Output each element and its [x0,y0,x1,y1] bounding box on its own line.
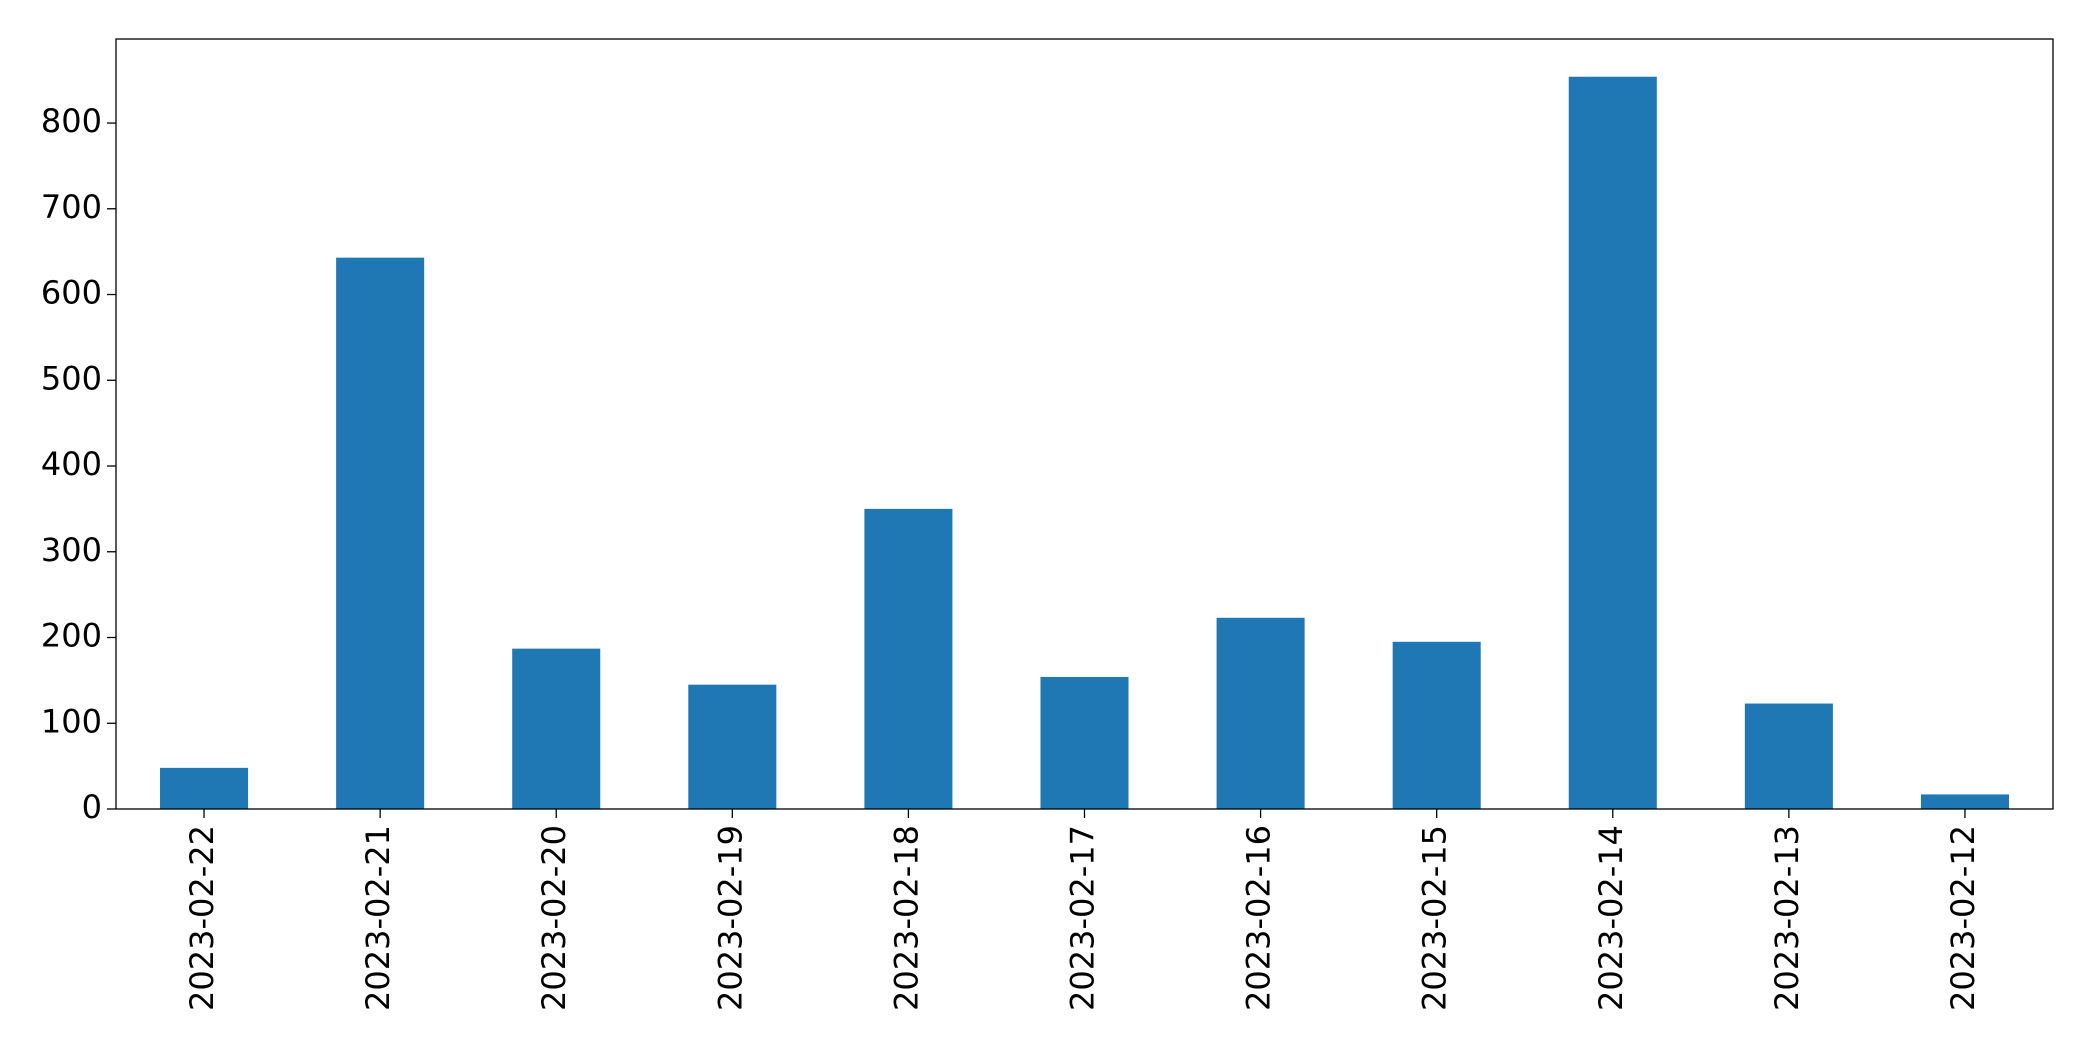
bar [864,508,953,809]
y-tick-label: 400 [41,445,102,483]
x-tick-label: 2023-02-12 [1944,825,1982,1011]
y-tick-label: 500 [41,359,102,397]
x-tick-label: 2023-02-21 [359,825,397,1011]
bar [1216,617,1305,809]
bar [512,648,601,809]
bar [688,684,777,809]
x-tick-label: 2023-02-14 [1592,825,1630,1011]
x-tick-label: 2023-02-16 [1240,825,1278,1011]
x-tick-label: 2023-02-15 [1416,825,1454,1011]
y-tick-label: 800 [41,102,102,140]
x-tick-label: 2023-02-20 [535,825,573,1011]
y-tick-label: 600 [41,274,102,312]
y-tick-label: 300 [41,531,102,569]
y-tick-label: 700 [41,188,102,226]
bar [1392,641,1481,809]
bar [1744,703,1833,809]
bar [1568,76,1657,810]
x-tick-label: 2023-02-13 [1768,825,1806,1011]
bar [160,767,249,809]
y-tick-label: 200 [41,617,102,655]
y-tick-label: 0 [82,788,102,826]
bar [1040,676,1129,809]
x-tick-label: 2023-02-17 [1064,825,1102,1011]
x-tick-label: 2023-02-19 [711,825,749,1011]
x-tick-label: 2023-02-22 [183,825,221,1011]
plot-frame [115,38,2054,810]
y-tick-label: 100 [41,702,102,740]
bar [1920,794,2009,809]
x-tick-label: 2023-02-18 [887,825,925,1011]
bar [336,257,425,809]
